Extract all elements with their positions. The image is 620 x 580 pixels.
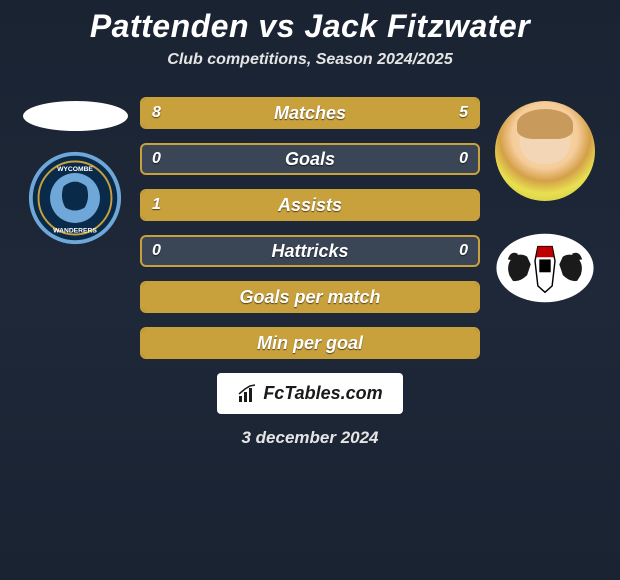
player-avatar-left xyxy=(23,101,128,131)
club-logo-right xyxy=(495,223,595,313)
right-column xyxy=(490,97,600,359)
stat-label: Goals xyxy=(285,149,335,170)
chart-icon xyxy=(237,384,257,404)
attribution-badge: FcTables.com xyxy=(217,373,402,414)
stat-bar: 0 0 Goals xyxy=(140,143,480,175)
left-column: WYCOMBE WANDERERS xyxy=(20,97,130,359)
date-text: 3 december 2024 xyxy=(241,428,378,448)
player-avatar-right xyxy=(495,101,595,201)
stat-value-right: 5 xyxy=(459,104,468,122)
club-logo-left: WYCOMBE WANDERERS xyxy=(25,153,125,243)
stat-label: Goals per match xyxy=(239,287,380,308)
stat-label: Min per goal xyxy=(257,333,363,354)
stat-value-left: 8 xyxy=(152,104,161,122)
svg-text:WYCOMBE: WYCOMBE xyxy=(57,166,93,173)
page-subtitle: Club competitions, Season 2024/2025 xyxy=(167,51,452,69)
stat-bar: 1 Assists xyxy=(140,189,480,221)
page-title: Pattenden vs Jack Fitzwater xyxy=(90,8,530,45)
content-row: WYCOMBE WANDERERS 8 5 Matches 0 0 Goals 1 Assis… xyxy=(0,97,620,359)
stat-label: Hattricks xyxy=(271,241,348,262)
stat-label: Matches xyxy=(274,103,346,124)
stat-bars: 8 5 Matches 0 0 Goals 1 Assists 0 0 Hattricks Goals… xyxy=(140,97,480,359)
page: Pattenden vs Jack Fitzwater Club competi… xyxy=(0,0,620,580)
stat-bar: 8 5 Matches xyxy=(140,97,480,129)
stat-bar: Min per goal xyxy=(140,327,480,359)
stat-value-right: 0 xyxy=(459,242,468,260)
stat-bar: 0 0 Hattricks xyxy=(140,235,480,267)
stat-label: Assists xyxy=(278,195,342,216)
stat-value-right: 0 xyxy=(459,150,468,168)
stat-value-left: 0 xyxy=(152,242,161,260)
attribution-text: FcTables.com xyxy=(263,383,382,404)
svg-text:WANDERERS: WANDERERS xyxy=(53,228,97,235)
stat-bar: Goals per match xyxy=(140,281,480,313)
stat-value-left: 0 xyxy=(152,150,161,168)
stat-value-left: 1 xyxy=(152,196,161,214)
